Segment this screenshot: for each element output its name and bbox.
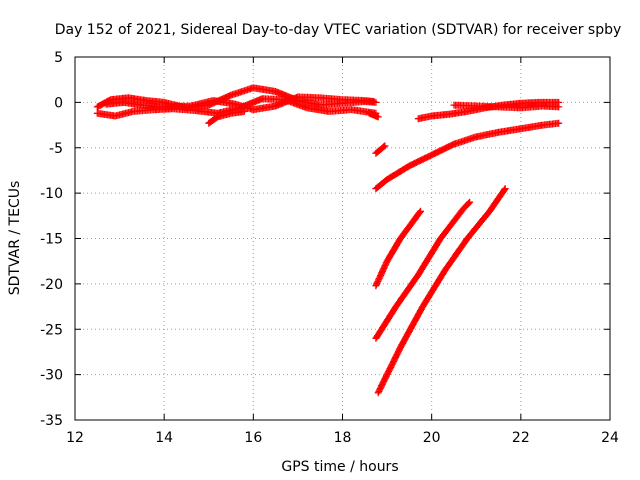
y-tick-label: 5 — [54, 50, 63, 66]
x-tick-label: 12 — [66, 430, 84, 446]
data-marker-path — [102, 93, 378, 114]
series-track-rising-d — [374, 185, 509, 397]
y-tick-label: -15 — [40, 232, 63, 248]
data-marker-path — [365, 109, 382, 121]
data-marker-path — [372, 198, 474, 342]
series-track-rising-a — [372, 119, 563, 193]
x-tick-label: 22 — [512, 430, 530, 446]
y-tick-label: -20 — [40, 277, 63, 293]
y-tick-label: 0 — [54, 95, 63, 111]
series-track-near-zero-c — [102, 93, 378, 114]
y-tick-label: -5 — [49, 141, 63, 157]
series-track-rising-c — [372, 198, 474, 342]
x-tick-label: 14 — [155, 430, 173, 446]
x-tick-label: 16 — [244, 430, 262, 446]
data-marker-path — [205, 107, 248, 127]
series-track-rising-b — [372, 207, 424, 290]
series-track-late-near-zero — [414, 98, 563, 123]
data-marker-path — [414, 98, 563, 123]
data-marker-path — [372, 142, 389, 157]
x-tick-label: 24 — [601, 430, 619, 446]
data-marker-path — [450, 101, 563, 112]
y-tick-label: -30 — [40, 368, 63, 384]
chart-title: Day 152 of 2021, Sidereal Day-to-day VTE… — [55, 22, 622, 38]
y-tick-label: -35 — [40, 413, 63, 429]
series-track-short-drop — [372, 142, 389, 157]
data-marker-path — [372, 119, 563, 193]
data-marker-path — [372, 207, 424, 290]
y-axis-label: SDTVAR / TECUs — [7, 181, 23, 296]
axis-ticks: 12 14 16 18 20 22 24 5 0 -5 -10 -15 -20 -25 -30 -35 — [40, 50, 619, 446]
y-tick-label: -25 — [40, 322, 63, 338]
series-track-short-dip — [205, 107, 248, 127]
x-axis-label: GPS time / hours — [281, 459, 398, 475]
data-marker-path — [374, 185, 509, 397]
x-tick-label: 20 — [423, 430, 441, 446]
data-points — [93, 84, 563, 397]
series-track-short-end — [365, 109, 382, 121]
series-track-late-flat — [450, 101, 563, 112]
x-tick-label: 18 — [334, 430, 352, 446]
y-tick-label: -10 — [40, 186, 63, 202]
